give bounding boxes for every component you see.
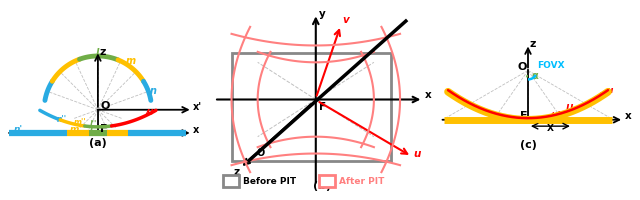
Text: y: y — [319, 9, 326, 19]
Text: z: z — [530, 39, 536, 49]
Text: (b): (b) — [312, 180, 331, 190]
Text: After PIT: After PIT — [339, 176, 385, 185]
Text: n'': n'' — [56, 114, 67, 123]
Text: x: x — [193, 125, 200, 135]
Text: x': x' — [193, 101, 202, 111]
Text: F: F — [100, 124, 108, 133]
Bar — [223, 175, 239, 187]
Text: X: X — [547, 123, 554, 132]
Text: U: U — [551, 103, 572, 116]
Text: u: u — [599, 86, 613, 97]
Text: u: u — [147, 107, 153, 116]
Text: Before PIT: Before PIT — [243, 176, 296, 185]
Text: FOVX: FOVX — [538, 60, 565, 69]
Bar — [319, 175, 335, 187]
Text: v: v — [342, 15, 349, 25]
Text: O: O — [518, 62, 527, 72]
Text: z: z — [234, 166, 239, 176]
Text: n: n — [150, 86, 157, 96]
Text: O: O — [257, 148, 265, 157]
Text: x: x — [424, 90, 431, 100]
Text: z: z — [100, 46, 106, 56]
Text: O: O — [101, 100, 110, 110]
Text: l'': l'' — [90, 120, 97, 129]
Text: m': m' — [70, 124, 82, 133]
Text: F: F — [319, 101, 326, 111]
Text: m: m — [126, 55, 136, 65]
Text: α: α — [532, 70, 539, 80]
Text: n': n' — [13, 124, 22, 133]
Text: F: F — [520, 110, 527, 120]
Bar — [232, 54, 391, 161]
Text: (c): (c) — [520, 139, 536, 149]
Text: (a): (a) — [89, 137, 107, 147]
Text: x: x — [625, 111, 632, 121]
Text: u: u — [413, 149, 420, 159]
Text: m'': m'' — [74, 118, 86, 127]
Text: l: l — [96, 48, 99, 58]
Text: l': l' — [90, 124, 96, 133]
